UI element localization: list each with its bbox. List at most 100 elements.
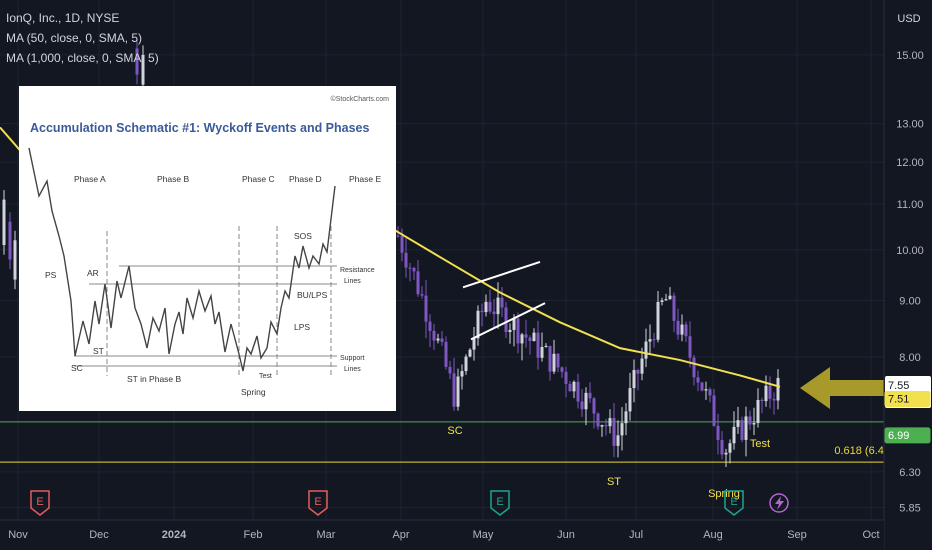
candle-body (576, 381, 580, 402)
candle-body (652, 339, 656, 341)
fib-level-label: 0.618 (6.43) (834, 445, 893, 457)
st-label: ST (607, 476, 621, 488)
test-label: Test (750, 438, 770, 450)
candle-body (436, 338, 440, 341)
candle-body (704, 389, 708, 391)
earnings-marker-text: E (314, 496, 321, 508)
candle-body (13, 240, 17, 280)
candle-body (624, 411, 628, 424)
wyckoff-schematic-image: ©StockCharts.com Accumulation Schematic … (19, 86, 396, 411)
schematic-labels: Phase A Phase B Phase C Phase D Phase E … (45, 174, 381, 397)
earnings-marker-text: E (730, 496, 737, 508)
time-tick-label: May (473, 529, 494, 541)
candle-body (532, 332, 536, 342)
time-tick-label: Sep (787, 529, 807, 541)
candle-body (416, 271, 420, 295)
time-tick-label: Oct (862, 529, 879, 541)
candle-body (572, 381, 576, 392)
candle-body (560, 367, 564, 372)
price-tick-label: 15.00 (896, 50, 924, 62)
candle-body (524, 334, 528, 338)
ma50-badge-text: 7.51 (888, 393, 909, 405)
price-tick-label: 9.00 (899, 295, 920, 307)
time-tick-label: Nov (8, 529, 28, 541)
ma-50-legend[interactable]: MA (50, close, 0, SMA, 5) (6, 31, 143, 45)
candle-body (460, 371, 464, 377)
st-label: ST (93, 346, 104, 356)
chart-legend: IonQ, Inc., 1D, NYSE MA (50, close, 0, S… (6, 8, 159, 68)
candle-body (612, 418, 616, 446)
candle-body (776, 377, 780, 401)
candle-body (696, 377, 700, 383)
candle-body (592, 398, 596, 414)
candle-body (636, 370, 640, 374)
support-label: Support (340, 355, 365, 362)
candle-body (688, 336, 692, 358)
time-tick-label: Mar (317, 529, 336, 541)
currency-label: USD (897, 13, 920, 25)
candle-body (135, 48, 139, 75)
price-axis-panel (884, 0, 932, 550)
candle-body (428, 321, 432, 331)
candle-body (420, 294, 424, 296)
candle-body (472, 338, 476, 350)
candle-body (544, 345, 548, 347)
inset-credit: ©StockCharts.com (331, 95, 390, 103)
candle-body (640, 358, 644, 374)
candle-body (464, 356, 468, 372)
candle-body (700, 382, 704, 391)
ma-1000-legend[interactable]: MA (1,000, close, 0, SMA, 5) (6, 51, 159, 65)
candle-body (500, 297, 504, 308)
price-tick-label: 5.85 (899, 503, 920, 515)
candle-body (444, 341, 448, 367)
level-badge (884, 427, 931, 444)
phase-b-label: Phase B (157, 174, 189, 184)
candle-body (748, 416, 752, 425)
price-tick-label: 6.30 (899, 467, 920, 479)
candle-body (432, 330, 436, 341)
time-tick-label: Jul (629, 529, 643, 541)
candle-body (588, 392, 592, 399)
candle-body (676, 320, 680, 335)
candle-body (141, 54, 145, 85)
candles (2, 39, 780, 467)
ar-label: AR (87, 268, 99, 278)
dividend-icon (769, 493, 789, 513)
inset-title: Accumulation Schematic #1: Wyckoff Event… (30, 121, 370, 135)
test-label: Test (259, 373, 272, 380)
support-lines-label: Lines (344, 366, 361, 373)
ps-label: PS (45, 270, 57, 280)
candle-body (616, 435, 620, 446)
earnings-marker (490, 490, 510, 516)
candle-body (720, 440, 724, 455)
candle-body (772, 398, 776, 401)
candle-body (764, 385, 768, 402)
candle-body (528, 337, 532, 342)
sos-label: SOS (294, 231, 312, 241)
candle-body (448, 366, 452, 374)
time-tick-label: Apr (392, 529, 409, 541)
candle-body (2, 199, 6, 246)
earnings-marker-text: E (496, 496, 503, 508)
level-badge-text: 6.99 (888, 430, 909, 442)
candle-body (568, 383, 572, 392)
symbol-title[interactable]: IonQ, Inc., 1D, NYSE (6, 11, 120, 25)
time-axis-panel (0, 520, 884, 550)
candle-body (596, 413, 600, 427)
price-tick-label: 13.00 (896, 119, 924, 131)
candle-body (656, 301, 660, 340)
candle-body (744, 416, 748, 440)
candle-body (736, 420, 740, 427)
candle-body (488, 301, 492, 312)
time-tick-label: Aug (703, 529, 723, 541)
time-tick-label: Dec (89, 529, 109, 541)
candle-body (620, 423, 624, 436)
time-tick-label: Jun (557, 529, 575, 541)
resistance-lines-label: Lines (344, 278, 361, 285)
candle-body (716, 425, 720, 441)
candle-body (756, 399, 760, 424)
price-tick-label: 8.00 (899, 352, 920, 364)
phase-a-label: Phase A (74, 174, 106, 184)
